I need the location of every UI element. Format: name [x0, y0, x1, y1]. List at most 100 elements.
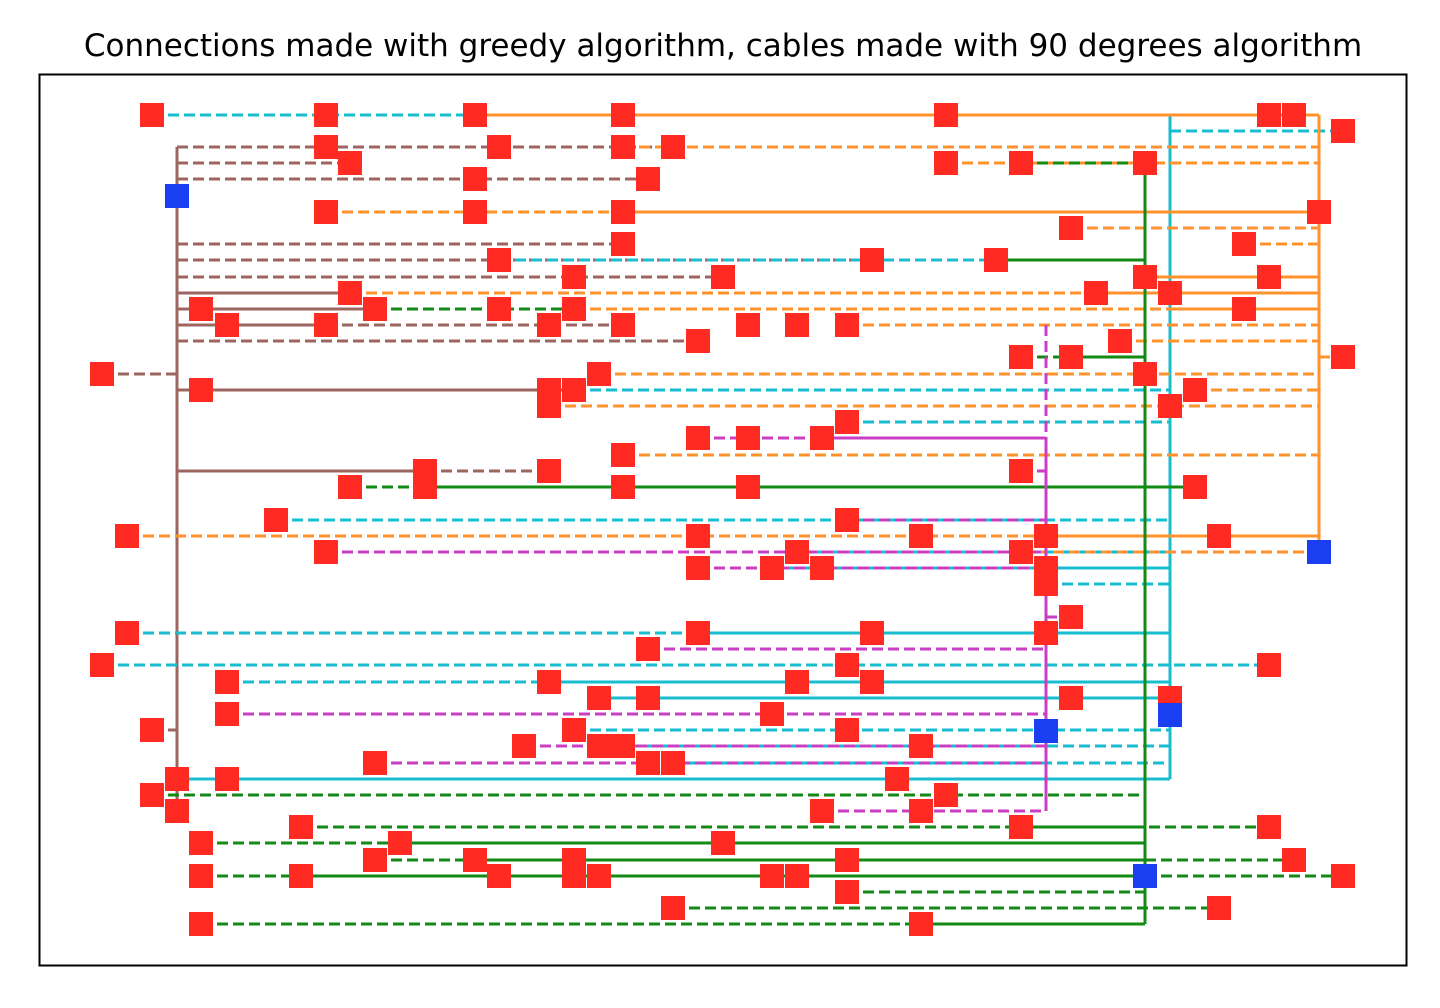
node [909, 799, 933, 823]
node [215, 313, 239, 337]
node [363, 297, 387, 321]
node [165, 799, 189, 823]
node [537, 313, 561, 337]
node [363, 848, 387, 872]
node [140, 783, 164, 807]
node [562, 378, 586, 402]
node [1158, 394, 1182, 418]
node [934, 783, 958, 807]
node [487, 864, 511, 888]
node [835, 848, 859, 872]
node [1034, 524, 1058, 548]
node [363, 751, 387, 775]
node [835, 508, 859, 532]
node [636, 637, 660, 661]
node [711, 831, 735, 855]
node [760, 702, 784, 726]
node [711, 265, 735, 289]
node [388, 831, 412, 855]
node [463, 103, 487, 127]
node [810, 799, 834, 823]
node [611, 232, 635, 256]
node [1133, 265, 1157, 289]
hub-node [1034, 719, 1058, 743]
node [562, 265, 586, 289]
node [562, 718, 586, 742]
hub-node [165, 184, 189, 208]
node [661, 135, 685, 159]
node [1084, 281, 1108, 305]
node [1009, 459, 1033, 483]
node [1207, 896, 1231, 920]
node [611, 734, 635, 758]
node [885, 767, 909, 791]
node [215, 702, 239, 726]
node [835, 313, 859, 337]
node [1257, 103, 1281, 127]
node [1059, 345, 1083, 369]
node [611, 103, 635, 127]
node [115, 621, 139, 645]
node [1009, 151, 1033, 175]
node [587, 864, 611, 888]
node [909, 912, 933, 936]
node [1133, 151, 1157, 175]
node [860, 621, 884, 645]
node [189, 864, 213, 888]
cables-layer [102, 113, 1343, 926]
node [835, 880, 859, 904]
node [1282, 848, 1306, 872]
node [760, 864, 784, 888]
node [686, 556, 710, 580]
node [314, 200, 338, 224]
node [611, 475, 635, 499]
node [860, 670, 884, 694]
node [587, 362, 611, 386]
node [661, 751, 685, 775]
node [1009, 345, 1033, 369]
node [314, 540, 338, 564]
node [1331, 345, 1355, 369]
node [487, 297, 511, 321]
node [115, 524, 139, 548]
node [314, 313, 338, 337]
node [338, 475, 362, 499]
node [537, 670, 561, 694]
node [686, 621, 710, 645]
node [1133, 362, 1157, 386]
node [264, 508, 288, 532]
node [785, 670, 809, 694]
node [289, 864, 313, 888]
node [611, 443, 635, 467]
node [140, 718, 164, 742]
node [1257, 815, 1281, 839]
node [463, 200, 487, 224]
node [611, 313, 635, 337]
node [189, 378, 213, 402]
node [636, 751, 660, 775]
node [562, 297, 586, 321]
node [736, 313, 760, 337]
node [289, 815, 313, 839]
node [537, 459, 561, 483]
node [587, 734, 611, 758]
node [686, 329, 710, 353]
node [512, 734, 536, 758]
node [562, 864, 586, 888]
node [810, 556, 834, 580]
node [785, 313, 809, 337]
node [338, 151, 362, 175]
node [636, 686, 660, 710]
node [189, 912, 213, 936]
node [736, 426, 760, 450]
node [835, 410, 859, 434]
node [636, 167, 660, 191]
nodes-layer [90, 103, 1355, 936]
node [1009, 540, 1033, 564]
node [934, 103, 958, 127]
node [1059, 605, 1083, 629]
node [215, 670, 239, 694]
node [1207, 524, 1231, 548]
node [1183, 475, 1207, 499]
